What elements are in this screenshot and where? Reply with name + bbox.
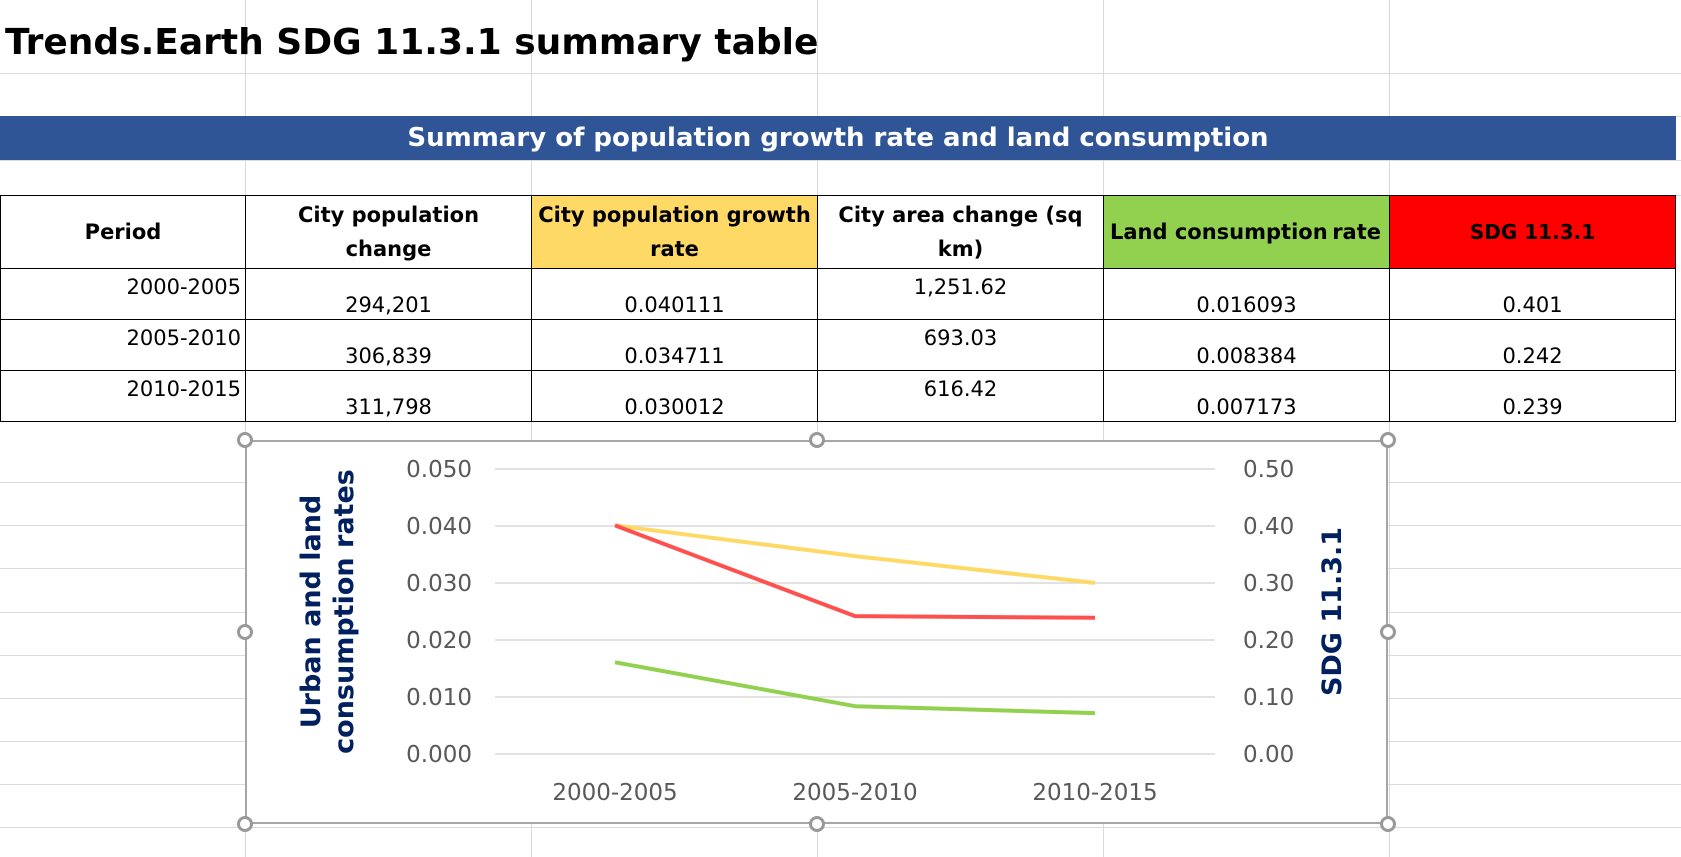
header-period[interactable]: Period xyxy=(0,195,246,269)
header-city-population-change[interactable]: City population change xyxy=(245,195,532,269)
header-city-area-change[interactable]: City area change (sq km) xyxy=(817,195,1104,269)
table-row: 2005-2010 306,839 0.034711 693.03 0.0083… xyxy=(0,319,1676,371)
series-line xyxy=(614,523,1096,620)
x-tick-label: 2010-2015 xyxy=(1032,780,1157,806)
header-land-consumption-label: Land consumption xyxy=(1110,220,1328,244)
y-tick-label: 0.000 xyxy=(406,742,472,768)
y-tick-label: 0.010 xyxy=(406,685,472,711)
chart-object[interactable] xyxy=(245,440,1388,824)
resize-handle[interactable] xyxy=(237,816,253,832)
cell-period[interactable]: 2005-2010 xyxy=(0,319,246,371)
cell-population-change[interactable]: 306,839 xyxy=(245,319,532,371)
table-row: 2000-2005 294,201 0.040111 1,251.62 0.01… xyxy=(0,268,1676,320)
x-tick-label: 2000-2005 xyxy=(552,780,677,806)
grid-column-line xyxy=(531,0,532,857)
y2-tick-label: 0.00 xyxy=(1243,742,1294,768)
page-title: Trends.Earth SDG 11.3.1 summary table xyxy=(5,22,819,63)
cell-sdg-value[interactable]: 0.242 xyxy=(1389,319,1676,371)
y-tick-label: 0.050 xyxy=(406,457,472,483)
series-line xyxy=(614,523,1096,585)
header-city-population-growth-rate[interactable]: City population growth rate xyxy=(531,195,818,269)
y2-tick-label: 0.20 xyxy=(1243,628,1294,654)
cell-area-change[interactable]: 1,251.62 xyxy=(817,268,1104,320)
resize-handle[interactable] xyxy=(237,624,253,640)
header-land-consumption-rate[interactable]: Land consumption rate xyxy=(1103,195,1390,269)
y2-axis-title: SDG 11.3.1 xyxy=(1317,527,1348,696)
y-tick-label: 0.040 xyxy=(406,514,472,540)
y2-tick-label: 0.40 xyxy=(1243,514,1294,540)
summary-banner: Summary of population growth rate and la… xyxy=(0,116,1676,160)
y-tick-label: 0.030 xyxy=(406,571,472,597)
grid-column-line xyxy=(1389,0,1390,857)
cell-population-change[interactable]: 311,798 xyxy=(245,370,532,422)
y-axis-title-line: Urban and land xyxy=(296,495,327,729)
x-tick-label: 2005-2010 xyxy=(792,780,917,806)
cell-population-growth-rate[interactable]: 0.030012 xyxy=(531,370,818,422)
y2-tick-label: 0.10 xyxy=(1243,685,1294,711)
cell-population-growth-rate[interactable]: 0.040111 xyxy=(531,268,818,320)
grid-row-line xyxy=(0,827,1681,828)
cell-area-change[interactable]: 616.42 xyxy=(817,370,1104,422)
cell-land-consumption-rate[interactable]: 0.016093 xyxy=(1103,268,1390,320)
resize-handle[interactable] xyxy=(1380,624,1396,640)
grid-column-line xyxy=(817,0,818,857)
cell-period[interactable]: 2000-2005 xyxy=(0,268,246,320)
summary-table: Period City population change City popul… xyxy=(0,195,1676,422)
resize-handle[interactable] xyxy=(1380,816,1396,832)
line-chart: 0.050 0.040 0.030 0.020 0.010 0.000 0.50 0.40 0.… xyxy=(296,457,1348,806)
y2-tick-label: 0.30 xyxy=(1243,571,1294,597)
cell-population-change[interactable]: 294,201 xyxy=(245,268,532,320)
cell-population-growth-rate[interactable]: 0.034711 xyxy=(531,319,818,371)
cell-sdg-value[interactable]: 0.401 xyxy=(1389,268,1676,320)
header-land-consumption-rate-label: rate xyxy=(1332,220,1381,244)
grid-row-line xyxy=(0,73,1681,74)
cell-period[interactable]: 2010-2015 xyxy=(0,370,246,422)
resize-handle[interactable] xyxy=(1380,432,1396,448)
cell-land-consumption-rate[interactable]: 0.008384 xyxy=(1103,319,1390,371)
y-axis-title-line: consumption rates xyxy=(329,469,360,754)
cell-sdg-value[interactable]: 0.239 xyxy=(1389,370,1676,422)
resize-handle[interactable] xyxy=(237,432,253,448)
y-tick-label: 0.020 xyxy=(406,628,472,654)
grid-column-line xyxy=(1103,0,1104,857)
grid-row-line xyxy=(0,160,1681,161)
cell-area-change[interactable]: 693.03 xyxy=(817,319,1104,371)
table-header-row: Period City population change City popul… xyxy=(0,195,1676,269)
header-sdg-11-3-1[interactable]: SDG 11.3.1 xyxy=(1389,195,1676,269)
cell-land-consumption-rate[interactable]: 0.007173 xyxy=(1103,370,1390,422)
resize-handle[interactable] xyxy=(808,816,825,832)
resize-handle[interactable] xyxy=(808,432,825,448)
table-row: 2010-2015 311,798 0.030012 616.42 0.0071… xyxy=(0,370,1676,422)
y2-tick-label: 0.50 xyxy=(1243,457,1294,483)
grid-column-line xyxy=(245,0,246,857)
series-line xyxy=(614,660,1096,716)
